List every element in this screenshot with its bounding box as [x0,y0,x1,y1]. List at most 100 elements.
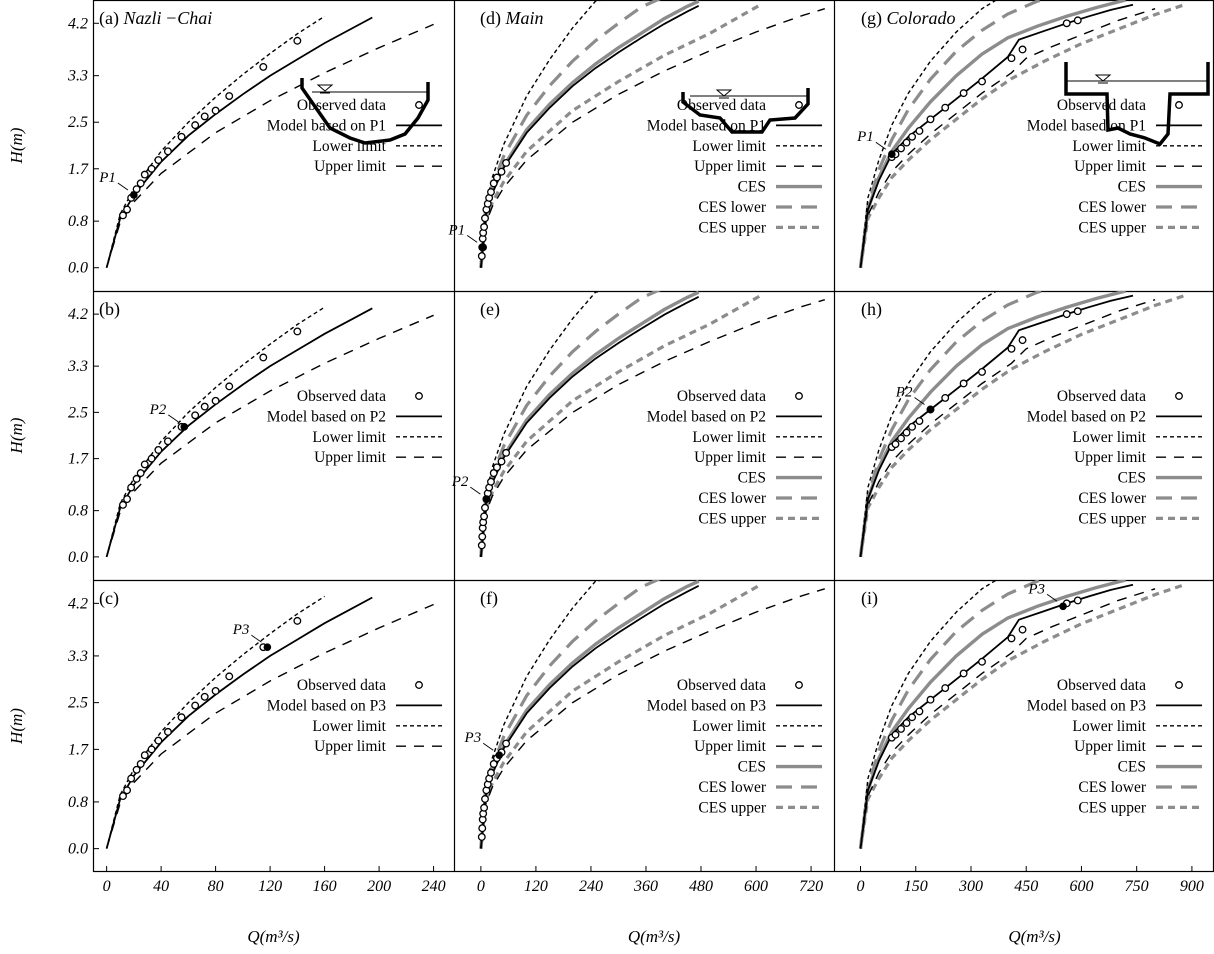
series-line-dotted [480,0,607,268]
observed-point [941,684,950,692]
legend-swatch-marker [415,392,423,400]
y-tick-label: 2.5 [68,404,88,421]
series-line-dashed [859,588,1156,849]
legend-label: Lower limit [312,718,386,735]
legend-swatch-marker [795,101,803,109]
observed-point [959,89,968,98]
reference-point-label: P3 [464,730,482,746]
panel-title: (b) [99,299,120,320]
reference-point-label: P2 [149,402,167,418]
panel-lines [477,580,826,849]
observed-point [908,132,917,141]
reference-point-pointer [914,397,925,405]
observed-point [978,77,986,86]
cross-section-main [681,88,810,134]
legend-label: Model based on P3 [267,697,387,714]
reference-point-pointer [251,634,262,643]
observed-point [897,144,905,153]
x-tick-label: 0 [103,878,111,895]
legend-label: Lower limit [692,138,766,155]
observed-point [140,751,149,760]
legend-swatch-marker [1175,392,1183,400]
panel-river-name: Nazli −Chai [122,8,212,28]
observed-point [119,792,127,801]
legend-label: CES [1118,179,1146,196]
legend-label: Upper limit [314,158,387,175]
reference-point [926,405,935,414]
observed-point [1018,625,1027,634]
observed-point [978,657,986,666]
observed-point [481,214,489,223]
legend-label: CES [1118,470,1146,487]
x-tick-label: 600 [744,878,768,895]
series-line-gray-dash [479,0,661,268]
reference-point [482,495,491,503]
reference-point [1059,602,1067,611]
panel-title: (e) [480,299,500,320]
panel-lines [477,0,826,268]
observed-point [1062,310,1071,319]
legend-label: Observed data [677,677,766,694]
observed-point [123,786,132,795]
series-line-gray-short [479,583,762,849]
legend-label: Upper limit [694,158,767,175]
series-line-dotted [480,580,607,849]
y-axis-label: H(m) [7,127,26,164]
observed-point [191,121,200,130]
x-tick-label: 720 [799,878,823,895]
panel-letter: (g) [861,8,887,29]
legend-label: CES [738,470,766,487]
x-tick-label: 80 [208,878,224,895]
series-line-gray-dash [858,580,1048,849]
y-axis-title: H(m) [7,417,26,454]
x-tick-label: 300 [958,878,983,895]
y-axis-label: H(m) [7,417,26,454]
x-tick-label: 750 [1125,878,1149,895]
legend-label: CES [738,179,766,196]
observed-point [1018,45,1027,54]
observed-point [478,532,487,541]
x-tick-label: 40 [153,878,169,895]
observed-point [959,669,968,678]
observed-point [908,422,917,431]
observed-point [492,463,501,472]
legend-label: CES lower [1078,490,1146,507]
reference-point-pointer [168,414,179,423]
series-line-gray-dash [858,291,1048,558]
reference-point-label: P1 [856,129,874,145]
x-tick-label: 450 [1014,878,1038,895]
x-tick-label: 120 [258,878,282,895]
observed-point [163,147,172,156]
series-line-dotted [480,291,607,557]
series-line-gray [858,580,1127,849]
observed-point [477,541,486,550]
observed-point [959,379,968,388]
legend-label: CES upper [1078,219,1146,236]
legend-label: CES upper [698,510,766,527]
observed-point [926,695,935,704]
panel-h: (h) P2 Observed data Model based on P2 Lower… [858,291,1202,558]
panel-river-name: Colorado [887,8,956,28]
panel-lines [477,291,826,558]
reference-point [180,423,189,431]
water-level-icon [1094,74,1112,82]
observed-point [191,411,200,420]
legend-label: Lower limit [312,429,386,446]
observed-point [489,760,498,768]
observed-point [293,327,302,336]
observed-point [163,727,172,736]
legend-label: CES [738,759,766,776]
panel-letter: (h) [861,299,882,320]
series-line-dashed [859,8,1156,268]
legend-label: Upper limit [694,449,767,466]
observed-point [154,446,163,454]
reference-point-label: P3 [1027,581,1045,597]
legend-label: Observed data [1057,677,1146,694]
series-line-gray [858,0,1127,268]
observed-point [478,824,487,833]
reference-point-pointer [875,141,887,150]
panel-g: (g) Colorado P1 Observed data Model based o… [856,0,1202,268]
observed-point [487,768,495,777]
legend-label: Lower limit [1072,429,1146,446]
